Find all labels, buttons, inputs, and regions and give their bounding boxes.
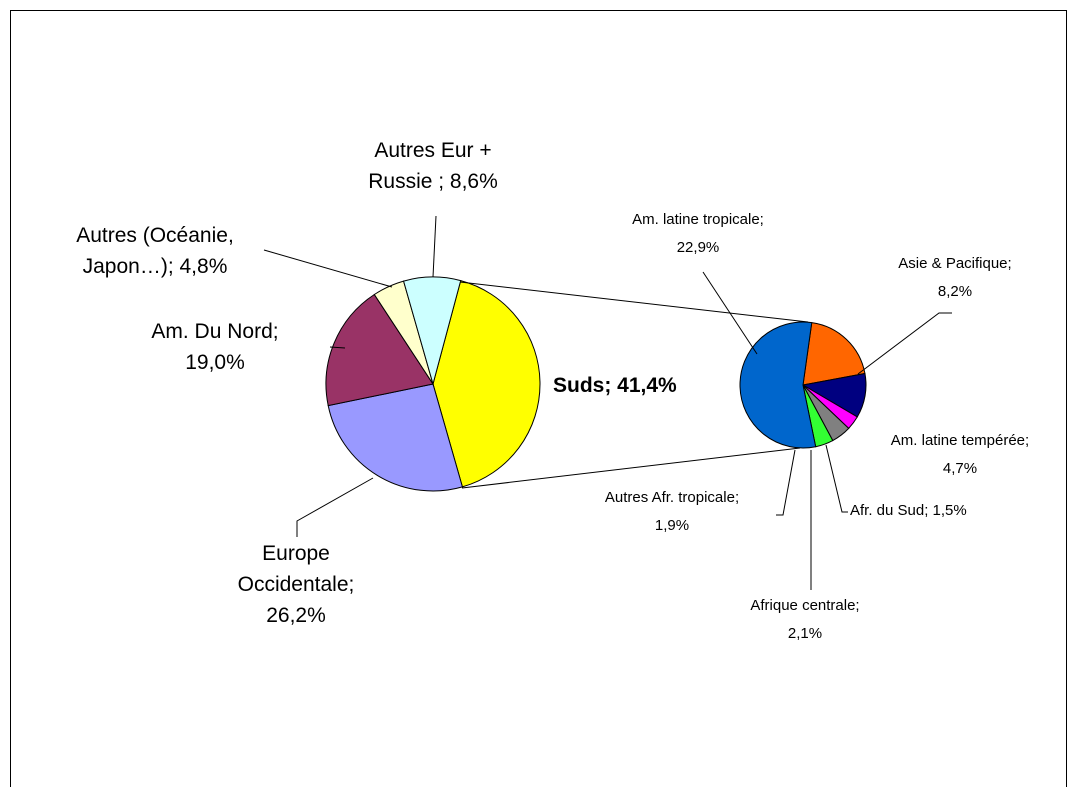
pie-slice bbox=[327, 383, 464, 492]
slice-label: Am. Du Nord; 19,0% bbox=[151, 320, 278, 374]
slice-label: Autres Afr. tropicale; 1,9% bbox=[605, 489, 739, 534]
leader-line bbox=[329, 346, 346, 349]
chart-frame bbox=[10, 10, 1067, 787]
connector-line bbox=[461, 447, 801, 489]
slice-label: Afrique centrale; 2,1% bbox=[750, 597, 859, 642]
leader-line bbox=[857, 312, 952, 375]
slice-label: Autres (Océanie, Japon…); 4,8% bbox=[76, 224, 234, 278]
leader-line bbox=[702, 271, 758, 355]
pie bbox=[739, 321, 867, 449]
pie bbox=[325, 276, 541, 492]
connector-line bbox=[459, 281, 809, 323]
pie-slice bbox=[739, 321, 817, 449]
slice-label: Europe Occidentale; 26,2% bbox=[238, 542, 355, 627]
slice-label: Autres Eur + Russie ; 8,6% bbox=[368, 139, 498, 193]
leader-line bbox=[296, 477, 374, 537]
slice-label: Asie & Pacifique; 8,2% bbox=[898, 255, 1011, 300]
slice-label: Am. latine tempérée; 4,7% bbox=[891, 432, 1029, 477]
leader-line bbox=[776, 449, 796, 516]
slice-label: Suds; 41,4% bbox=[553, 374, 677, 397]
slice-label: Am. latine tropicale; 22,9% bbox=[632, 211, 764, 256]
leader-line bbox=[825, 444, 848, 513]
slice-label: Afr. du Sud; 1,5% bbox=[850, 502, 967, 519]
leader-line bbox=[263, 249, 393, 288]
leader-line bbox=[432, 215, 437, 278]
pie-slice bbox=[402, 276, 462, 386]
pie-slice bbox=[325, 293, 434, 407]
pie-slice bbox=[432, 280, 541, 488]
